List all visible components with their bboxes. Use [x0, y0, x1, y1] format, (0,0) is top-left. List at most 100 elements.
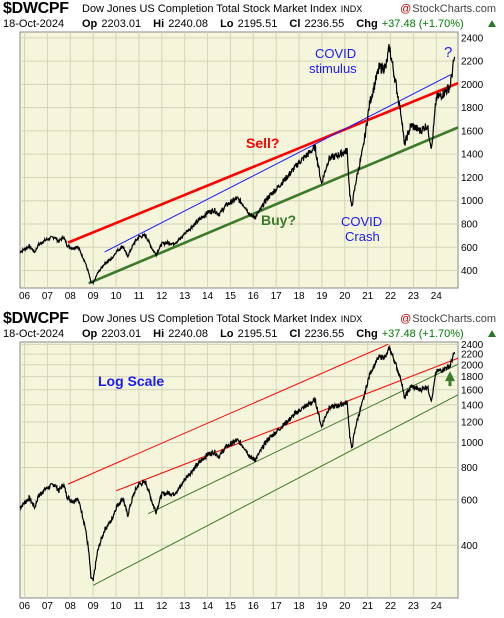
x-tick-label: 18 [293, 601, 305, 612]
x-tick-label: 12 [156, 601, 168, 612]
y-tick-label: 2200 [461, 57, 484, 68]
trend-line [104, 74, 451, 253]
change-value: +37.48 (+1.70%) [381, 18, 464, 30]
x-tick-label: 09 [88, 601, 100, 612]
brand: @StockCharts.com [400, 3, 496, 15]
change-value: +37.48 (+1.70%) [381, 328, 464, 340]
high-value: 2240.08 [168, 328, 208, 340]
lo-label: Lo [220, 328, 234, 340]
x-axis-ticks: 06 07 08 09 10 11 12 13 14 15 16 17 18 19 20 21 22 23 24 [19, 601, 442, 612]
chg-label: Chg [356, 328, 378, 340]
x-tick-label: 16 [248, 291, 260, 302]
x-tick-label: 20 [339, 601, 351, 612]
plot-area [19, 31, 459, 289]
x-tick-label: 20 [339, 291, 351, 302]
y-tick-label: 1600 [461, 385, 484, 396]
high-value: 2240.08 [168, 18, 208, 30]
x-tick-label: 17 [271, 291, 283, 302]
y-tick-label: 2000 [461, 360, 484, 371]
x-tick-label: 17 [271, 601, 283, 612]
x-tick-label: 12 [156, 291, 168, 302]
cl-label: Cl [289, 328, 301, 340]
x-tick-label: 08 [65, 291, 77, 302]
chart-canvas-log: 4006008001000120014001600180020002200240… [19, 340, 484, 612]
x-tick-label: 10 [111, 291, 123, 302]
x-tick-label: 08 [65, 601, 77, 612]
x-tick-label: 06 [19, 291, 31, 302]
x-tick-label: 23 [408, 601, 420, 612]
gridlines [20, 342, 458, 598]
open-value: 2203.01 [101, 328, 142, 340]
chart-header: $DWCPF Dow Jones US Completion Total Sto… [2, 0, 502, 32]
x-tick-label: 09 [88, 291, 100, 302]
trend-line [147, 363, 459, 515]
covid-crash-line2: Crash [345, 229, 380, 244]
x-tick-label: 11 [134, 601, 145, 612]
chart-date: 18-Oct-2024 [3, 328, 65, 340]
x-tick-label: 22 [385, 291, 397, 302]
y-tick-label: 800 [461, 463, 478, 474]
y-tick-label: 2200 [461, 350, 484, 361]
stockcharts-logo-icon: @ [400, 3, 412, 15]
x-tick-label: 13 [179, 601, 191, 612]
symbol: $DWCPF [3, 0, 69, 17]
y-axis-ticks: 400 600 800 1000 1200 1400 1600 1800 2000 2200 240… [461, 33, 484, 277]
trend-line [67, 81, 459, 244]
chart-date: 18-Oct-2024 [3, 18, 65, 30]
covid-stimulus-line2: stimulus [309, 61, 357, 76]
chart-header: $DWCPF Dow Jones US Completion Total Sto… [2, 310, 502, 342]
x-tick-label: 10 [111, 601, 123, 612]
y-tick-label: 1200 [461, 418, 484, 429]
op-label: Op [82, 18, 98, 30]
low-value: 2195.51 [237, 328, 278, 340]
y-tick-label: 2400 [461, 340, 484, 351]
brand-text: StockCharts.com [412, 313, 496, 325]
covid-crash-line1: COVID [341, 214, 382, 229]
hi-label: Hi [153, 328, 165, 340]
x-tick-label: 14 [202, 601, 214, 612]
y-tick-label: 1000 [461, 438, 484, 449]
cl-label: Cl [289, 18, 301, 30]
op-label: Op [82, 328, 98, 340]
covid-stimulus-line1: COVID [315, 46, 356, 61]
low-value: 2195.51 [237, 18, 278, 30]
hi-label: Hi [153, 18, 165, 30]
exchange-label: INDX [340, 4, 363, 14]
x-tick-label: 24 [431, 601, 443, 612]
y-tick-label: 1400 [461, 400, 484, 411]
markers [444, 371, 455, 387]
trend-line [88, 126, 459, 285]
index-description: Dow Jones US Completion Total Stock Mark… [82, 313, 362, 325]
y-tick-label: 2400 [461, 33, 484, 44]
x-tick-label: 24 [431, 291, 443, 302]
y-tick-label: 1400 [461, 150, 484, 161]
buy-annotation: Buy? [261, 212, 296, 228]
ohlc-stats: Op 2203.01 Hi 2240.08 Lo 2195.51 Cl 2236… [82, 328, 464, 340]
x-tick-label: 21 [362, 601, 374, 612]
index-description: Dow Jones US Completion Total Stock Mark… [82, 3, 362, 15]
log-scale-annotation: Log Scale [98, 373, 164, 389]
y-tick-label: 1200 [461, 173, 484, 184]
x-tick-label: 21 [362, 291, 374, 302]
ohlc-stats: Op 2203.01 Hi 2240.08 Lo 2195.51 Cl 2236… [82, 18, 464, 30]
y-tick-label: 1800 [461, 372, 484, 383]
x-tick-label: 19 [316, 291, 328, 302]
close-value: 2236.55 [304, 18, 345, 30]
y-tick-label: 400 [461, 541, 478, 552]
price-line [19, 344, 456, 582]
symbol: $DWCPF [3, 310, 69, 327]
price-line [19, 44, 456, 285]
trend-lines [67, 74, 459, 285]
open-value: 2203.01 [101, 18, 142, 30]
up-triangle-icon [488, 20, 496, 27]
description-text: Dow Jones US Completion Total Stock Mark… [82, 313, 337, 325]
stockcharts-logo-icon: @ [400, 313, 412, 325]
x-tick-label: 22 [385, 601, 397, 612]
x-tick-label: 19 [316, 601, 328, 612]
y-tick-label: 2000 [461, 80, 484, 91]
up-arrow-stem [448, 381, 452, 387]
chart-canvas-linear: 4006008001000120014001600180020002200240… [19, 31, 484, 302]
y-tick-label: 800 [461, 220, 478, 231]
trend-line [92, 394, 459, 586]
y-tick-label: 1600 [461, 126, 484, 137]
